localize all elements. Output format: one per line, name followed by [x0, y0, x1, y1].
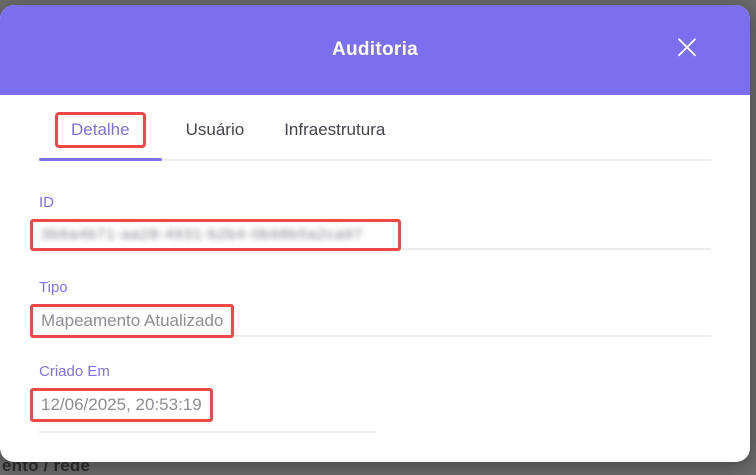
auditoria-modal: Auditoria Detalhe Usuário Infraestrutura… [0, 5, 750, 462]
field-tipo-value: Mapeamento Atualizado [41, 311, 224, 330]
field-tipo-label: Tipo [39, 279, 68, 296]
annotation-box-id: 3b6a4b71-aa28-4931-b2b4-0b98b5a2ca97 [30, 219, 401, 251]
field-tipo-underline [39, 335, 711, 337]
active-tab-indicator [39, 158, 162, 161]
annotation-box-criado-em: 12/06/2025, 20:53:19 [30, 388, 213, 422]
modal-title: Auditoria [331, 39, 419, 60]
tab-bar: Detalhe Usuário Infraestrutura [39, 111, 711, 148]
tab-usuario[interactable]: Usuário [185, 119, 245, 139]
field-criado-em-value: 12/06/2025, 20:53:19 [41, 395, 202, 414]
field-criado-em-underline [39, 431, 376, 433]
close-icon [675, 35, 699, 59]
tab-infraestrutura[interactable]: Infraestrutura [284, 119, 386, 139]
field-tipo: Tipo Mapeamento Atualizado [30, 279, 711, 338]
field-id-value-redacted: 3b6a4b71-aa28-4931-b2b4-0b98b5a2ca97 [41, 226, 364, 243]
tab-divider [39, 158, 711, 161]
close-button[interactable] [670, 30, 704, 64]
field-id: ID 3b6a4b71-aa28-4931-b2b4-0b98b5a2ca97 [30, 194, 711, 251]
field-id-label: ID [39, 194, 54, 211]
tab-divider-track [39, 159, 711, 161]
annotation-box-tipo: Mapeamento Atualizado [30, 304, 235, 338]
field-criado-em: Criado Em 12/06/2025, 20:53:19 [30, 363, 711, 433]
modal-header: Auditoria [0, 5, 750, 95]
modal-body: Detalhe Usuário Infraestrutura ID 3b6a4b… [0, 111, 750, 433]
tab-detalhe[interactable]: Detalhe [55, 111, 146, 148]
field-criado-em-label: Criado Em [39, 363, 110, 380]
